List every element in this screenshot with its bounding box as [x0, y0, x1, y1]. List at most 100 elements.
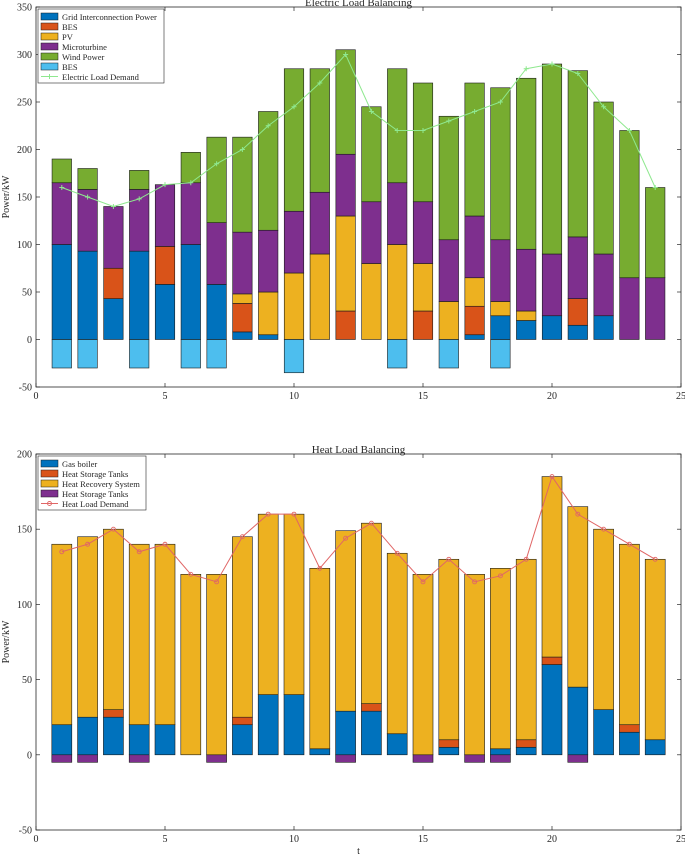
y-axis-label: Power/kW — [1, 620, 12, 663]
bar-gas-boiler-t21 — [567, 686, 589, 756]
x-tick-label: 25 — [676, 834, 685, 845]
bar-bes-t2 — [77, 339, 98, 369]
bar-wind-power-t24 — [645, 187, 666, 279]
demand-point-t18 — [497, 573, 503, 579]
bar-heat-recovery-system-t23 — [619, 543, 640, 726]
bar-microturbine-t22 — [593, 253, 614, 317]
bar-wind-power-t9 — [258, 111, 279, 231]
bar-pv-t8 — [232, 293, 253, 304]
demand-point-t3 — [110, 526, 116, 532]
bar-microturbine-t6 — [180, 182, 201, 245]
bar-wind-power-t16 — [438, 115, 459, 241]
demand-point-t7 — [214, 579, 220, 585]
bar-wind-power-t4 — [129, 170, 150, 190]
demand-point-t15 — [420, 579, 426, 585]
bar-gas-boiler-t4 — [128, 724, 150, 756]
demand-point-t4 — [136, 196, 142, 202]
demand-point-t7 — [214, 161, 220, 167]
demand-point-t24 — [652, 556, 658, 562]
chart-title: Heat Load Balancing — [312, 444, 406, 456]
bar-heat-recovery-system-t15 — [412, 574, 434, 756]
demand-point-t11 — [317, 80, 323, 86]
x-tick-label: 15 — [418, 834, 428, 845]
y-tick-label: 150 — [17, 525, 32, 536]
legend-swatch — [40, 12, 59, 21]
legend-entry: Heat Storage Tanks — [62, 489, 128, 499]
demand-point-t5 — [162, 541, 168, 547]
y-axis-label: Power/kW — [1, 175, 12, 218]
bar-gas-boiler-t16 — [438, 746, 460, 756]
bar-grid-interconnection-power-t8 — [232, 331, 253, 340]
bar-microturbine-t16 — [438, 239, 459, 302]
y-tick-label: 100 — [17, 600, 32, 611]
demand-point-t6 — [188, 180, 194, 186]
x-tick-label: 5 — [163, 834, 168, 845]
x-tick-label: 0 — [34, 391, 39, 400]
demand-point-t14 — [394, 550, 400, 556]
bar-microturbine-t11 — [309, 191, 330, 255]
demand-point-t19 — [523, 556, 529, 562]
demand-point-t14 — [394, 128, 400, 133]
y-tick-label: 50 — [22, 288, 32, 299]
bar-gas-boiler-t11 — [309, 748, 331, 756]
bar-heat-recovery-system-t11 — [309, 568, 331, 750]
bar-microturbine-t18 — [490, 239, 511, 302]
y-tick-label: 350 — [17, 3, 32, 14]
bar-bes-t7 — [206, 339, 227, 369]
bar-pv-t10 — [283, 272, 305, 340]
demand-line — [61, 53, 656, 208]
bar-heat-recovery-system-t8 — [232, 536, 253, 718]
bar-wind-power-t20 — [541, 63, 563, 255]
bar-gas-boiler-t12 — [335, 710, 356, 756]
demand-point-t1 — [59, 185, 65, 190]
bar-heat-storage-tanks-t1 — [51, 754, 73, 763]
x-axis-label: t — [357, 846, 360, 857]
x-tick-label: 0 — [34, 834, 39, 845]
bar-heat-recovery-system-t2 — [77, 536, 98, 718]
bar-heat-storage-tanks-t13 — [361, 703, 382, 712]
legend-entry: Gas boiler — [62, 459, 97, 469]
y-tick-label: 150 — [17, 193, 32, 204]
bar-heat-recovery-system-t14 — [386, 552, 408, 735]
bar-grid-interconnection-power-t7 — [206, 284, 227, 340]
bar-wind-power-t18 — [490, 87, 511, 241]
demand-point-t9 — [265, 511, 271, 517]
bar-microturbine-t21 — [567, 236, 588, 299]
x-tick-label: 10 — [289, 391, 299, 400]
bar-gas-boiler-t9 — [257, 694, 279, 756]
bar-gas-boiler-t14 — [386, 733, 408, 756]
bar-heat-storage-tanks-t8 — [232, 716, 253, 726]
demand-point-t16 — [446, 118, 452, 124]
bar-heat-recovery-system-t10 — [283, 513, 305, 695]
demand-point-t12 — [343, 535, 349, 541]
bar-wind-power-t11 — [309, 68, 330, 193]
legend-swatch — [40, 489, 59, 498]
legend-swatch — [40, 62, 59, 71]
bar-wind-power-t15 — [412, 82, 434, 203]
bar-heat-storage-tanks-t12 — [335, 754, 356, 763]
legend-entry: Heat Storage Tanks — [62, 469, 128, 479]
demand-point-t4 — [136, 549, 142, 555]
legend-swatch — [40, 459, 59, 468]
bar-wind-power-t22 — [593, 101, 614, 255]
bar-bes-t16 — [438, 339, 459, 369]
legend-entry: Heat Load Demand — [62, 499, 129, 509]
demand-point-t6 — [188, 571, 194, 577]
bar-heat-storage-tanks-t20 — [541, 656, 563, 665]
bar-wind-power-t7 — [206, 136, 227, 223]
bar-pv-t9 — [258, 291, 279, 336]
y-tick-label: 300 — [17, 50, 32, 61]
legend-entry: Microturbine — [62, 42, 107, 52]
demand-point-t17 — [472, 109, 478, 114]
legend-entry: Heat Recovery System — [62, 479, 140, 489]
legend-swatch — [40, 42, 59, 51]
bar-heat-recovery-system-t5 — [154, 543, 176, 726]
bar-pv-t14 — [387, 244, 408, 340]
bar-heat-recovery-system-t24 — [644, 558, 666, 741]
bar-microturbine-t1 — [51, 182, 72, 245]
legend-box — [37, 8, 165, 84]
legend-swatch — [40, 22, 59, 31]
demand-point-t16 — [446, 556, 452, 562]
bar-heat-storage-tanks-t3 — [103, 709, 124, 718]
